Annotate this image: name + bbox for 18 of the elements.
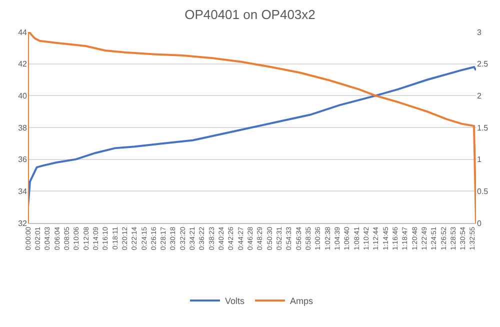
y2-tick-label: 2: [477, 91, 482, 100]
y-tick-label: 34: [18, 186, 28, 196]
legend-label: Amps: [290, 296, 314, 306]
y2-tick-label: 0.5: [477, 186, 489, 196]
chart-title: OP40401 on OP403x2: [184, 6, 316, 22]
y-tick-label: 40: [18, 91, 28, 100]
y2-tick-label: 0: [477, 218, 482, 228]
y2-tick-label: 1: [477, 155, 482, 164]
line-series: [28, 32, 476, 223]
y2-tick-label: 2.5: [477, 60, 489, 69]
y-tick-label: 44: [18, 28, 28, 37]
y2-tick-label: 1.5: [477, 123, 489, 132]
y-tick-label: 42: [18, 60, 28, 69]
y2-tick-label: 3: [477, 28, 482, 37]
y-tick-label: 32: [18, 218, 28, 228]
y-tick-label: 36: [18, 155, 28, 164]
y-tick-label: 38: [18, 123, 28, 132]
legend-label: Volts: [225, 296, 246, 306]
